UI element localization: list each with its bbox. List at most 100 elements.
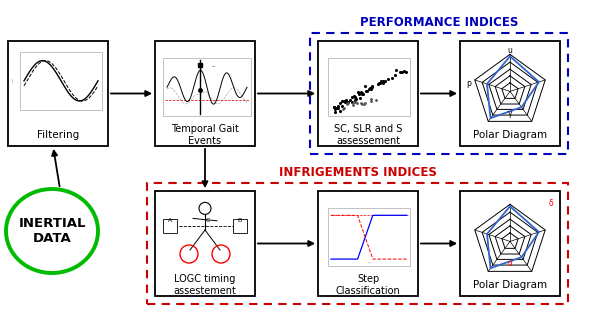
Point bbox=[342, 102, 352, 107]
Point bbox=[391, 68, 401, 73]
Bar bbox=[163, 58, 251, 116]
Point bbox=[337, 103, 347, 108]
Point bbox=[330, 105, 339, 110]
Point bbox=[367, 85, 377, 90]
Point bbox=[357, 91, 367, 96]
Text: |: | bbox=[11, 79, 13, 83]
Point bbox=[367, 99, 376, 104]
Text: A: A bbox=[168, 218, 172, 223]
Text: ...: ... bbox=[211, 63, 216, 68]
Ellipse shape bbox=[6, 189, 98, 273]
Text: B: B bbox=[238, 218, 242, 223]
Point bbox=[375, 81, 384, 86]
Text: INERTIAL
DATA: INERTIAL DATA bbox=[18, 217, 86, 245]
Point bbox=[383, 76, 393, 81]
Bar bbox=[233, 219, 247, 233]
Point bbox=[349, 93, 359, 99]
Text: C: C bbox=[206, 218, 210, 223]
Text: Filtering: Filtering bbox=[37, 130, 79, 140]
Point bbox=[351, 100, 360, 105]
Point bbox=[331, 106, 341, 111]
Point bbox=[358, 92, 368, 97]
Point bbox=[401, 69, 411, 74]
Point bbox=[331, 105, 341, 110]
Point bbox=[378, 79, 387, 84]
Point bbox=[339, 98, 349, 103]
Bar bbox=[328, 208, 410, 266]
Point bbox=[379, 81, 389, 86]
Bar bbox=[155, 191, 255, 296]
Point bbox=[354, 91, 364, 96]
Point bbox=[343, 100, 353, 106]
Point bbox=[349, 103, 359, 108]
Point bbox=[367, 86, 376, 91]
Point bbox=[331, 106, 341, 111]
Point bbox=[348, 101, 358, 106]
Point bbox=[335, 108, 345, 114]
Point bbox=[347, 99, 357, 104]
Bar bbox=[460, 191, 560, 296]
Point bbox=[380, 78, 390, 83]
Point bbox=[354, 92, 363, 97]
Text: α: α bbox=[508, 259, 513, 268]
Point bbox=[339, 106, 349, 111]
Point bbox=[347, 95, 357, 100]
Bar bbox=[318, 41, 418, 146]
Point bbox=[399, 68, 409, 73]
Text: Temporal Gait
Events: Temporal Gait Events bbox=[171, 124, 239, 146]
Point bbox=[360, 83, 370, 89]
Point bbox=[329, 105, 339, 110]
Bar bbox=[20, 52, 102, 109]
Point bbox=[365, 85, 375, 90]
Point bbox=[397, 69, 407, 74]
Text: u: u bbox=[508, 46, 513, 55]
Point bbox=[373, 82, 383, 87]
Point bbox=[367, 84, 377, 89]
Point bbox=[360, 101, 370, 106]
Point bbox=[366, 96, 376, 101]
Point bbox=[352, 100, 362, 106]
Point bbox=[340, 99, 350, 104]
Text: Polar Diagram: Polar Diagram bbox=[473, 130, 547, 140]
Point bbox=[338, 107, 348, 112]
Text: PERFORMANCE INDICES: PERFORMANCE INDICES bbox=[360, 16, 518, 29]
Point bbox=[387, 75, 397, 80]
Point bbox=[390, 72, 400, 77]
Bar bbox=[310, 33, 568, 154]
Point bbox=[360, 101, 370, 106]
Text: Step
Classification: Step Classification bbox=[336, 274, 400, 296]
Bar bbox=[460, 41, 560, 146]
Point bbox=[395, 69, 405, 74]
Text: p: p bbox=[466, 79, 471, 88]
Point bbox=[333, 104, 342, 109]
Point bbox=[357, 101, 367, 106]
Point bbox=[356, 90, 366, 95]
Point bbox=[362, 89, 372, 94]
Point bbox=[357, 91, 367, 96]
Point bbox=[342, 100, 352, 105]
Point bbox=[352, 96, 362, 101]
Point bbox=[333, 105, 343, 110]
Bar bbox=[155, 41, 255, 146]
Point bbox=[355, 95, 365, 100]
Bar bbox=[318, 191, 418, 296]
Text: ...: ... bbox=[367, 260, 371, 264]
Point bbox=[341, 97, 351, 102]
Point bbox=[362, 88, 371, 93]
Text: INFRIGEMENTS INDICES: INFRIGEMENTS INDICES bbox=[278, 166, 437, 179]
Point bbox=[346, 98, 355, 103]
Text: Polar Diagram: Polar Diagram bbox=[473, 280, 547, 290]
Bar bbox=[163, 219, 177, 233]
Text: δ: δ bbox=[548, 199, 553, 208]
Bar bbox=[8, 41, 108, 146]
Point bbox=[375, 81, 384, 86]
Bar bbox=[147, 183, 568, 304]
Point bbox=[338, 98, 347, 103]
Text: SC, SLR and S
assessement: SC, SLR and S assessement bbox=[334, 124, 402, 146]
Point bbox=[335, 100, 345, 105]
Point bbox=[376, 79, 386, 84]
Point bbox=[353, 90, 363, 95]
Point bbox=[350, 95, 360, 100]
Point bbox=[356, 100, 366, 106]
Text: LOGC timing
assestement: LOGC timing assestement bbox=[174, 274, 237, 296]
